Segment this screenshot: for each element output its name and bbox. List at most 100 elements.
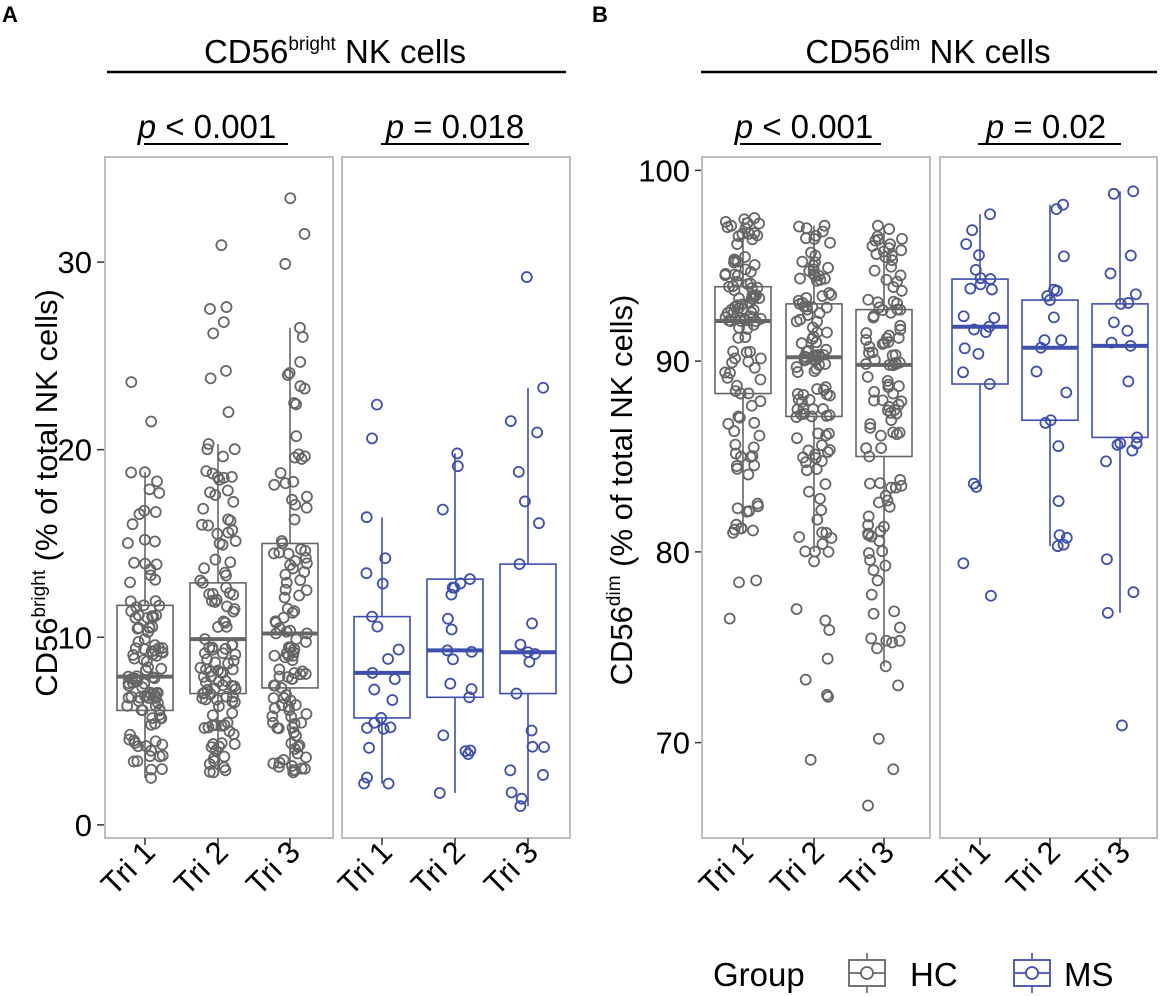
data-point (197, 687, 209, 700)
data-point (1104, 267, 1117, 280)
box-tri-3 (499, 271, 557, 813)
data-point (968, 323, 980, 336)
data-point (382, 777, 395, 790)
legend: Group HC MS (713, 953, 1114, 993)
facet-frame (939, 156, 1158, 839)
data-point (804, 753, 817, 766)
data-point (820, 410, 833, 422)
data-point (208, 752, 220, 764)
data-point (122, 670, 135, 683)
data-point (744, 345, 756, 358)
data-point (300, 751, 312, 764)
data-point (207, 327, 220, 340)
data-point (382, 653, 394, 665)
data-point (810, 336, 823, 349)
data-point (149, 595, 162, 607)
data-point (723, 280, 735, 293)
data-point (198, 562, 211, 575)
data-point (366, 610, 378, 623)
legend-title: Group (713, 956, 805, 993)
data-point (121, 699, 134, 712)
box-iqr (261, 542, 319, 689)
data-point (895, 244, 908, 257)
data-point (889, 481, 902, 494)
data-point (122, 537, 134, 549)
legend-label: MS (1064, 956, 1114, 993)
data-point (526, 740, 539, 753)
data-point (292, 740, 304, 753)
data-point (207, 766, 220, 779)
data-point (1051, 540, 1064, 553)
data-point (138, 633, 151, 646)
data-point (300, 501, 313, 514)
box-tri-1 (951, 208, 1009, 602)
data-point (957, 310, 970, 323)
data-point (865, 588, 878, 601)
x-tick-label: Tri 1 (331, 834, 399, 902)
data-point (797, 388, 810, 401)
data-point (825, 289, 838, 301)
data-point (820, 429, 832, 442)
data-point (754, 373, 767, 386)
data-point (465, 683, 478, 696)
data-point (893, 426, 906, 439)
facet-hc: p < 0.001 Tri 1 Tri 2 Tri 3 (692, 108, 931, 902)
data-point (284, 641, 297, 654)
panel-title-rest: NK cells (920, 33, 1050, 70)
data-point (957, 557, 970, 570)
panel-title: CD56bright NK cells (204, 33, 466, 70)
data-point (144, 569, 157, 582)
data-point (798, 407, 811, 420)
data-point (447, 653, 459, 666)
data-point (294, 574, 307, 587)
data-point (137, 599, 150, 612)
data-point (734, 387, 747, 400)
data-point (883, 500, 896, 513)
data-point (724, 315, 737, 327)
data-point (279, 477, 292, 490)
data-point (273, 670, 286, 683)
y-axis-label-sup: dim (604, 575, 625, 606)
data-point (739, 331, 752, 344)
data-point (463, 691, 476, 704)
x-tick-label: Tri 3 (1069, 834, 1137, 902)
data-point (300, 557, 313, 570)
data-point (862, 510, 875, 523)
data-point (814, 492, 826, 505)
data-point (533, 517, 545, 530)
data-point (215, 737, 228, 750)
data-point (822, 545, 835, 558)
data-point (286, 721, 299, 734)
data-point (287, 766, 300, 779)
y-tick-label: 0 (75, 808, 92, 843)
data-point (806, 301, 819, 314)
box-tri-1 (714, 212, 772, 625)
data-point (151, 686, 164, 699)
data-point (895, 395, 908, 408)
data-point (790, 603, 803, 615)
data-point (132, 622, 145, 634)
data-point (801, 300, 813, 313)
data-point (213, 537, 226, 550)
data-point (522, 646, 534, 659)
data-point (1127, 185, 1140, 198)
legend-item-hc: HC (848, 953, 958, 993)
data-point (958, 342, 971, 355)
data-point (1124, 339, 1137, 352)
x-tick-label: Tri 2 (763, 834, 831, 902)
data-point (441, 644, 454, 657)
p-value: p = 0.018 (385, 108, 525, 145)
data-point (135, 704, 148, 717)
data-point (156, 749, 169, 762)
data-point (280, 625, 293, 638)
data-point (377, 722, 390, 735)
data-point (299, 544, 312, 557)
data-point (891, 303, 904, 316)
data-point (202, 519, 215, 532)
data-point (226, 707, 239, 719)
plot-area (341, 156, 571, 839)
data-point (891, 297, 903, 310)
data-point (1055, 334, 1068, 347)
box-iqr (1091, 303, 1149, 439)
data-point (296, 665, 309, 678)
